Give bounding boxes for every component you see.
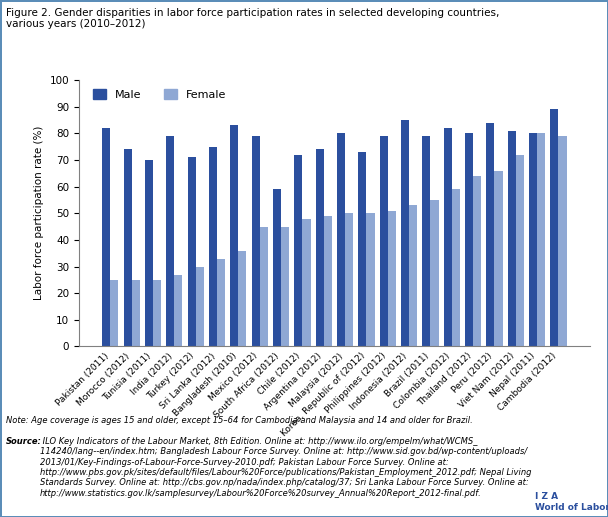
Bar: [111, 280, 119, 346]
Bar: [302, 219, 311, 346]
Bar: [316, 149, 323, 346]
Bar: [358, 152, 367, 346]
Bar: [196, 266, 204, 346]
Text: I Z A
World of Labor: I Z A World of Labor: [535, 492, 608, 512]
Bar: [102, 128, 111, 346]
Bar: [260, 226, 268, 346]
Bar: [323, 216, 332, 346]
Bar: [367, 213, 375, 346]
Bar: [486, 123, 494, 346]
Text: Figure 2. Gender disparities in labor force participation rates in selected deve: Figure 2. Gender disparities in labor fo…: [6, 8, 499, 29]
Bar: [238, 251, 246, 346]
Bar: [409, 205, 417, 346]
Bar: [529, 133, 537, 346]
Bar: [508, 131, 516, 346]
Bar: [294, 155, 302, 346]
Bar: [379, 136, 388, 346]
Bar: [558, 136, 567, 346]
Bar: [444, 128, 452, 346]
Bar: [430, 200, 438, 346]
Legend: Male, Female: Male, Female: [90, 86, 230, 103]
Bar: [473, 176, 481, 346]
Bar: [166, 136, 174, 346]
Text: ILO Key Indicators of the Labour Market, 8th Edition. Online at: http://www.ilo.: ILO Key Indicators of the Labour Market,…: [40, 437, 531, 498]
Bar: [550, 110, 558, 346]
Y-axis label: Labor force participation rate (%): Labor force participation rate (%): [34, 126, 44, 300]
Bar: [252, 136, 260, 346]
Bar: [188, 157, 196, 346]
Bar: [123, 149, 132, 346]
Bar: [153, 280, 161, 346]
Bar: [423, 136, 430, 346]
Bar: [217, 258, 225, 346]
Bar: [209, 147, 217, 346]
Bar: [388, 210, 396, 346]
Text: Note: Age coverage is ages 15 and older, except 15–64 for Cambodia and Malaysia : Note: Age coverage is ages 15 and older,…: [6, 416, 473, 425]
Bar: [345, 213, 353, 346]
Bar: [132, 280, 140, 346]
Bar: [537, 133, 545, 346]
Bar: [452, 189, 460, 346]
Bar: [465, 133, 473, 346]
Bar: [401, 120, 409, 346]
Bar: [145, 160, 153, 346]
Bar: [273, 189, 281, 346]
Bar: [230, 126, 238, 346]
Bar: [174, 275, 182, 346]
Text: Source:: Source:: [6, 437, 42, 446]
Bar: [494, 171, 503, 346]
Bar: [516, 155, 524, 346]
Bar: [281, 226, 289, 346]
Bar: [337, 133, 345, 346]
